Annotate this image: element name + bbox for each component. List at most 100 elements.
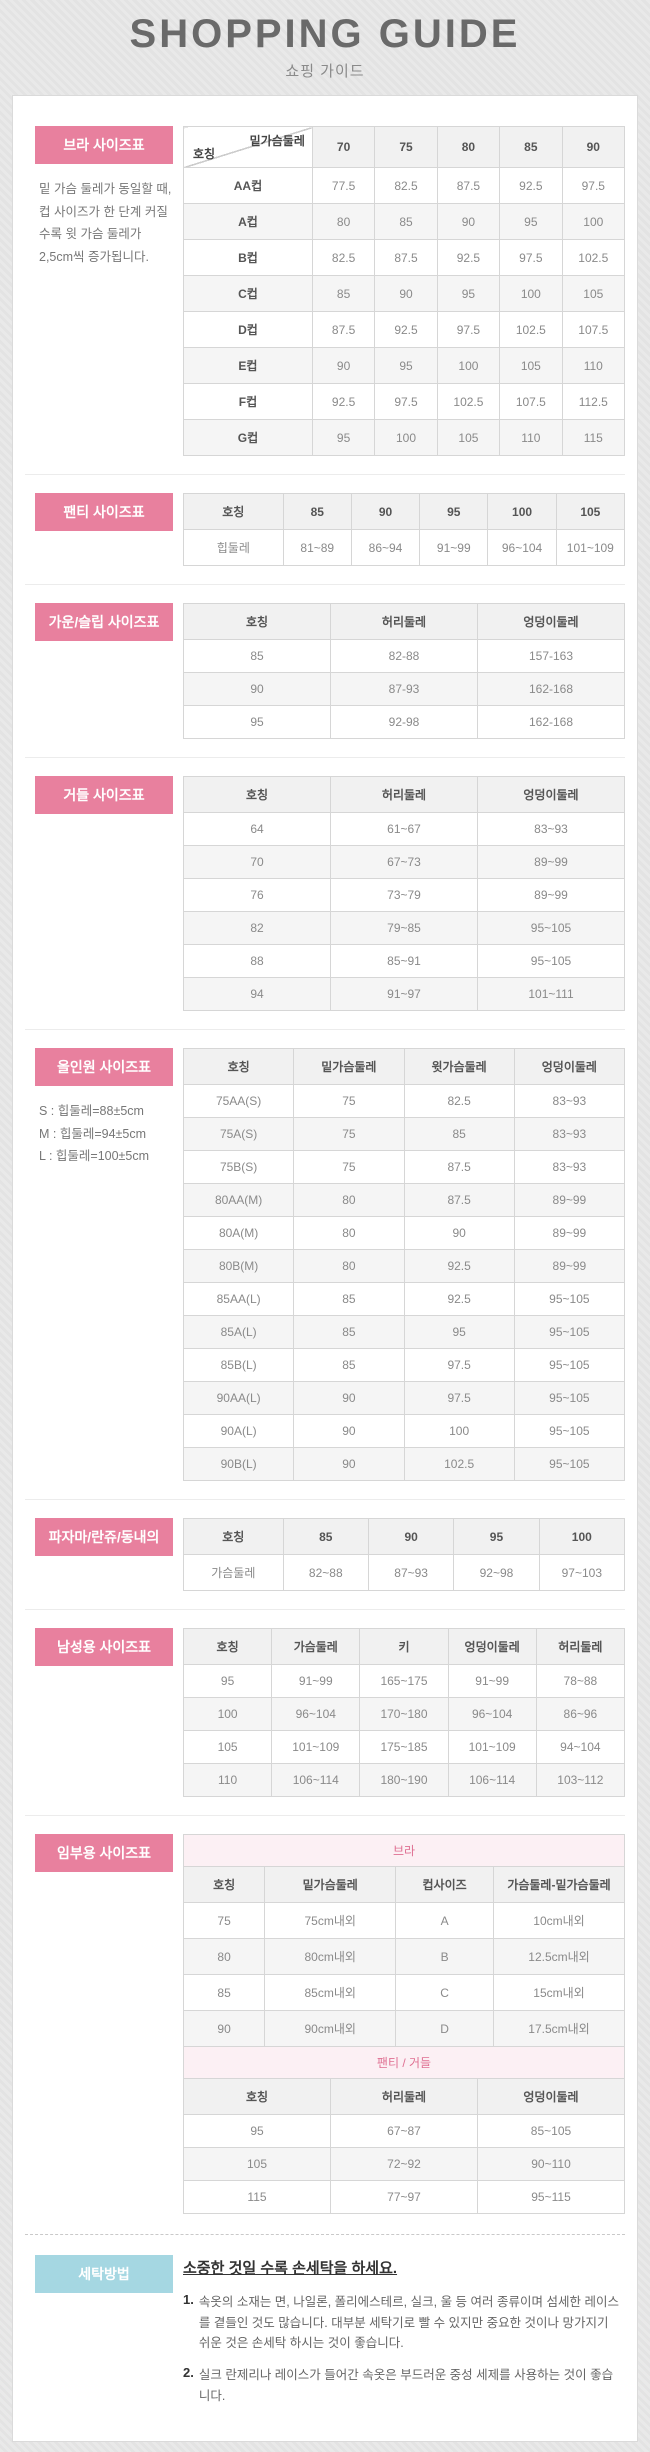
- allinone-section-label: 올인원 사이즈표: [35, 1048, 173, 1086]
- table-row: 80B(M) 80 92.5 89~99: [182, 1249, 626, 1283]
- table-row: 90 87-93 162-168: [183, 672, 625, 706]
- table-cell: 85AA(L): [182, 1282, 295, 1316]
- table-cell: 95: [183, 705, 331, 739]
- table-cell: 92.5: [374, 311, 438, 348]
- column-header: 호칭: [182, 1048, 295, 1085]
- girdle-size-table-container: 호칭 허리둘레 엉덩이둘레 64 61~67 83~93 70 67~73 89~99 76 73~…: [183, 776, 625, 1011]
- table-cell: 75cm내외: [264, 1902, 397, 1939]
- column-header: 95: [419, 493, 489, 530]
- table-cell: F컵: [183, 383, 313, 420]
- maternity-girdle-caption: 팬티 / 거들: [183, 2047, 625, 2078]
- table-row: 95 92-98 162-168: [183, 705, 625, 739]
- table-cell: 97.5: [374, 383, 438, 420]
- panty-section-label: 팬티 사이즈표: [35, 493, 173, 531]
- table-cell: 90: [293, 1381, 405, 1415]
- table-cell: 61~67: [330, 812, 478, 846]
- size-table: 밑가슴둘레 호칭 70 75 80 85 90 AA컵 77.5 82.5 87.5 92.5 97.5…: [183, 126, 626, 456]
- section-divider: [25, 474, 625, 475]
- table-row: 94 91~97 101~111: [183, 977, 625, 1011]
- column-header: 엉덩이둘레: [477, 603, 625, 640]
- table-row: 75B(S) 75 87.5 83~93: [182, 1150, 626, 1184]
- table-row: 85A(L) 85 95 95~105: [182, 1315, 626, 1349]
- table-cell: 85cm내외: [264, 1974, 397, 2011]
- table-cell: 107.5: [499, 383, 563, 420]
- table-cell: 80cm내외: [264, 1938, 397, 1975]
- table-cell: 힙둘레: [183, 529, 284, 566]
- column-header: 키: [359, 1628, 449, 1665]
- column-header: 허리둘레: [330, 603, 478, 640]
- table-row: 75A(S) 75 85 83~93: [182, 1117, 626, 1151]
- table-cell: 97.5: [403, 1381, 515, 1415]
- table-cell: 95~105: [513, 1381, 626, 1415]
- table-cell: 81~89: [282, 529, 352, 566]
- table-cell: 162-168: [477, 705, 625, 739]
- table-cell: 95~105: [477, 944, 625, 978]
- section-gown-slip-sizes: 가운/슬립 사이즈표 호칭 허리둘레 엉덩이둘레 85 82-88 157-163 90 87…: [25, 603, 625, 739]
- mens-section-label: 남성용 사이즈표: [35, 1628, 173, 1666]
- girdle-section-label: 거들 사이즈표: [35, 776, 173, 814]
- table-cell: 76: [183, 878, 331, 912]
- table-cell: 80AA(M): [182, 1183, 295, 1217]
- column-header: 허리둘레: [330, 2078, 478, 2115]
- table-cell: 96~104: [447, 1697, 537, 1731]
- section-divider: [25, 584, 625, 585]
- table-cell: 85: [183, 639, 331, 673]
- table-row: 110 106~114 180~190 106~114 103~112: [182, 1763, 626, 1797]
- page-title: SHOPPING GUIDE: [129, 12, 521, 56]
- table-cell: 95: [183, 2114, 331, 2148]
- table-cell: 105: [436, 419, 501, 456]
- washing-title: 소중한 것일 수록 손세탁을 하세요.: [183, 2260, 398, 2277]
- section-bra-sizes: 브라 사이즈표 밑 가슴 둘레가 동일할 때, 컵 사이즈가 한 단계 커질수록…: [25, 126, 626, 456]
- table-row: 80 80cm내외 B 12.5cm내외: [182, 1938, 625, 1975]
- table-cell: 72~92: [330, 2147, 478, 2181]
- table-cell: 95~105: [477, 911, 625, 945]
- section-divider: [25, 1815, 625, 1816]
- table-cell: 90: [311, 347, 376, 384]
- table-cell: 79~85: [330, 911, 478, 945]
- table-cell: 17.5cm내외: [493, 2010, 625, 2047]
- column-header: 90: [561, 126, 626, 168]
- gown-section-label: 가운/슬립 사이즈표: [35, 603, 173, 641]
- page-header: SHOPPING GUIDE 쇼핑 가이드: [0, 0, 650, 95]
- column-header: 95: [453, 1518, 540, 1555]
- bra-section-note: 밑 가슴 둘레가 동일할 때, 컵 사이즈가 한 단계 커질수록 윗 가슴 둘레…: [39, 182, 172, 264]
- table-cell: 90: [293, 1414, 405, 1448]
- table-cell: 87.5: [374, 239, 438, 276]
- table-cell: 92.5: [436, 239, 501, 276]
- table-cell: 90: [183, 672, 331, 706]
- table-cell: 85~105: [477, 2114, 625, 2148]
- note-line: S : 힙둘레=88±5cm: [39, 1104, 144, 1118]
- table-cell: 92-98: [330, 705, 478, 739]
- column-header: 105: [555, 493, 626, 530]
- table-cell: 83~93: [513, 1084, 626, 1118]
- table-cell: 92.5: [403, 1249, 515, 1283]
- table-cell: 80A(M): [182, 1216, 295, 1250]
- table-cell: AA컵: [183, 167, 313, 204]
- table-cell: 89~99: [477, 878, 625, 912]
- table-cell: 103~112: [535, 1763, 626, 1797]
- table-cell: 90cm내외: [264, 2010, 397, 2047]
- table-cell: 82~88: [282, 1554, 369, 1591]
- table-row: 80A(M) 80 90 89~99: [182, 1216, 626, 1250]
- table-row: 100 96~104 170~180 96~104 86~96: [182, 1697, 626, 1731]
- table-row: 95 67~87 85~105: [183, 2114, 625, 2148]
- wash-instruction-text: 속옷의 소재는 면, 나일론, 폴리에스테르, 실크, 울 등 여러 종류이며 …: [198, 2295, 619, 2351]
- diagonal-header-bottom-label: 호칭: [193, 147, 216, 161]
- table-cell: 115: [561, 419, 626, 456]
- table-cell: 95~105: [513, 1447, 626, 1481]
- table-row: 75AA(S) 75 82.5 83~93: [182, 1084, 626, 1118]
- table-cell: 86~94: [350, 529, 421, 566]
- table-cell: 96~104: [271, 1697, 361, 1731]
- table-cell: 180~190: [359, 1763, 449, 1797]
- table-cell: 67~73: [330, 845, 478, 879]
- table-cell: 80: [293, 1183, 405, 1217]
- column-header: 허리둘레: [330, 776, 478, 813]
- table-row: 95 91~99 165~175 91~99 78~88: [182, 1664, 626, 1698]
- table-cell: A: [395, 1902, 494, 1939]
- table-cell: 96~104: [487, 529, 557, 566]
- column-header: 100: [487, 493, 557, 530]
- table-cell: 95: [374, 347, 438, 384]
- column-header: 엉덩이둘레: [447, 1628, 537, 1665]
- wash-instruction-text: 실크 란제리나 레이스가 들어간 속옷은 부드러운 중성 세제를 사용하는 것이…: [198, 2367, 614, 2403]
- table-cell: 75: [293, 1084, 405, 1118]
